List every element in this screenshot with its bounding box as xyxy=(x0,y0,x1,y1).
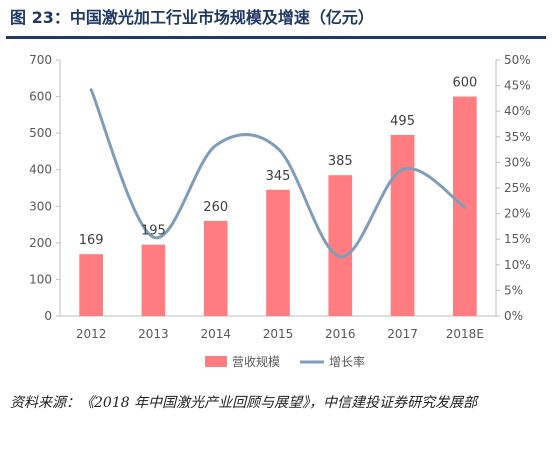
y-right-tick-label: 40% xyxy=(504,104,531,118)
y-right-tick-label: 35% xyxy=(504,130,531,144)
y-right-tick-label: 5% xyxy=(504,283,523,297)
y-right-tick-label: 30% xyxy=(504,155,531,169)
legend: 营收规模 增长率 xyxy=(205,354,365,369)
y-right-tick-label: 25% xyxy=(504,181,531,195)
chart: 0 100 200 300 400 500 600 700 0% 5% 10% 15% 20% 25% 30… xyxy=(29,53,531,369)
y-right-tick-label: 15% xyxy=(504,232,531,246)
source-text: 资料来源：《2018 年中国激光产业回顾与展望》，中信建投证券研究发展部 xyxy=(10,395,478,411)
y-left-tick-label: 200 xyxy=(29,236,52,250)
legend-label-line: 增长率 xyxy=(329,354,365,369)
y-left-tick-label: 500 xyxy=(29,126,52,140)
y-left-tick-label: 400 xyxy=(29,163,52,177)
axes-layer: 0 100 200 300 400 500 600 700 0% 5% 10% 15% 20% 25% 30… xyxy=(29,53,531,341)
bar-data-label: 169 xyxy=(79,233,104,248)
y-left-tick-label: 700 xyxy=(29,53,52,67)
growth-rate-point xyxy=(402,169,404,171)
y-right-tick-label: 20% xyxy=(504,207,531,221)
bar-data-label: 260 xyxy=(203,200,228,215)
x-tick-label: 2017 xyxy=(387,327,418,341)
y-left-tick-label: 300 xyxy=(29,199,52,213)
bar-data-label: 195 xyxy=(141,224,166,239)
x-tick-label: 2012 xyxy=(76,327,107,341)
line-layer xyxy=(89,88,467,259)
y-left-tick-label: 0 xyxy=(44,309,52,323)
labels-layer: 169 195 260 345 385 495 600 xyxy=(79,76,478,249)
x-tick-label: 2014 xyxy=(200,327,231,341)
growth-rate-point xyxy=(152,236,154,238)
bar xyxy=(390,134,415,316)
bar xyxy=(266,189,290,316)
y-right-tick-label: 50% xyxy=(504,53,531,67)
growth-rate-point xyxy=(90,89,92,91)
y-left-tick-label: 100 xyxy=(29,272,52,286)
bar xyxy=(328,175,353,316)
y-right-tick-label: 45% xyxy=(504,79,531,93)
x-tick-label: 2013 xyxy=(138,327,169,341)
y-right-tick-label: 0% xyxy=(504,309,523,323)
growth-rate-point xyxy=(339,256,341,258)
growth-rate-point xyxy=(277,148,279,150)
y-right-tick-label: 10% xyxy=(504,258,531,272)
bar xyxy=(141,244,166,316)
growth-rate-point xyxy=(464,206,466,208)
bar-data-label: 495 xyxy=(390,114,415,129)
legend-swatch-bar xyxy=(205,356,227,367)
bar-data-label: 385 xyxy=(328,154,353,169)
growth-rate-point xyxy=(215,145,217,147)
title-rule xyxy=(6,36,546,39)
source-note: 资料来源：《2018 年中国激光产业回顾与展望》，中信建投证券研究发展部 xyxy=(10,390,542,416)
x-tick-label: 2015 xyxy=(263,327,294,341)
figure-title: 图 23：中国激光加工行业市场规模及增速（亿元） xyxy=(10,8,374,27)
bar-data-label: 600 xyxy=(452,76,477,91)
x-tick-label: 2016 xyxy=(325,327,356,341)
legend-label-bar: 营收规模 xyxy=(232,354,280,369)
bars-layer xyxy=(79,96,477,316)
y-left-tick-label: 600 xyxy=(29,90,52,104)
bar xyxy=(203,220,228,316)
x-tick-label: 2018E xyxy=(446,327,484,341)
bar xyxy=(79,254,103,316)
bar-data-label: 345 xyxy=(266,169,291,184)
